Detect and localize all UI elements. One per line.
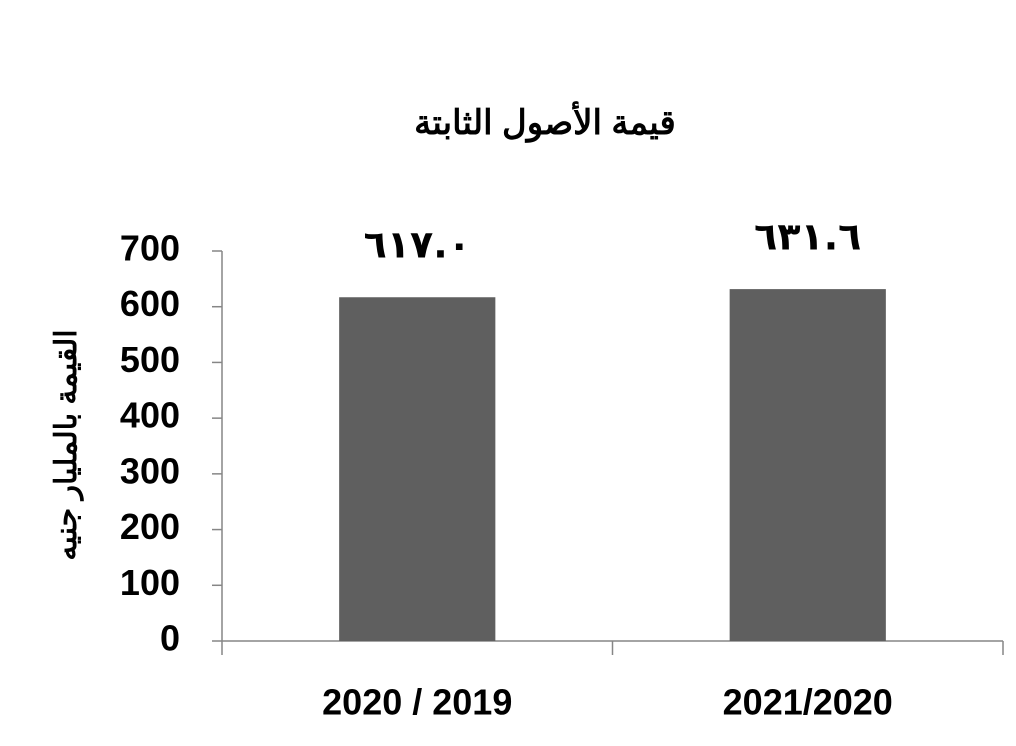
y-tick-label: 400 xyxy=(120,395,180,436)
value-label: ٦٣١.٦ xyxy=(754,215,861,259)
y-tick-label: 300 xyxy=(120,450,180,491)
y-tick-label: 0 xyxy=(160,618,180,659)
y-tick-label: 700 xyxy=(120,228,180,269)
y-axis-label: القيمة بالمليار جنيه xyxy=(50,329,84,560)
y-tick-label: 500 xyxy=(120,339,180,380)
y-tick-label: 600 xyxy=(120,283,180,324)
y-tick-label: 100 xyxy=(120,562,180,603)
x-tick-label: 2021/2020 xyxy=(723,682,893,723)
bar xyxy=(729,289,886,641)
bar xyxy=(339,297,496,641)
value-label: ٦١٧.٠ xyxy=(364,223,471,267)
x-tick-label: 2020 / 2019 xyxy=(322,682,512,723)
y-tick-label: 200 xyxy=(120,506,180,547)
chart-title: قيمة الأصول الثابتة xyxy=(414,101,676,143)
